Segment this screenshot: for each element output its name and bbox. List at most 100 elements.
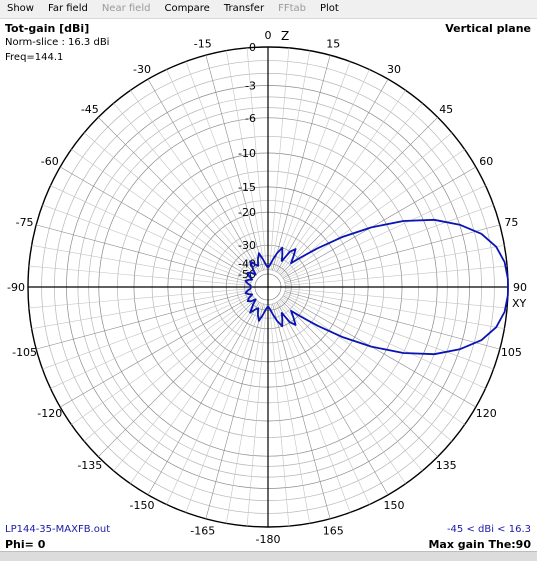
grid-spoke xyxy=(278,300,423,472)
grid-spoke xyxy=(147,301,260,496)
grid-spoke xyxy=(50,185,253,280)
menu-fftab[interactable]: FFtab xyxy=(278,3,306,14)
angle-tick-label: 75 xyxy=(504,216,518,229)
grid-spoke xyxy=(246,47,267,270)
grid-spoke xyxy=(28,265,251,286)
menu-near-field[interactable]: Near field xyxy=(101,3,151,14)
grid-spoke xyxy=(42,204,252,282)
angle-tick-label: -135 xyxy=(77,459,102,472)
angle-tick-label: -120 xyxy=(37,407,62,420)
angle-tick-label: 120 xyxy=(476,407,497,420)
grid-spoke xyxy=(277,301,406,484)
polar-plot-area: 0 15 30 45 60 75 90 105 120 135 150 165 -180 -165 -150… xyxy=(0,19,537,561)
radial-tick-label: -6 xyxy=(245,112,256,125)
grid-spoke xyxy=(98,117,256,275)
grid-spoke xyxy=(284,291,500,350)
grid-spoke xyxy=(285,288,508,309)
grid-spoke xyxy=(147,79,260,273)
max-gain-label: Max gain The:90 xyxy=(428,538,531,551)
phi-label: Phi= 0 xyxy=(5,538,46,551)
grid-spoke xyxy=(285,245,505,285)
angle-tick-label: -180 xyxy=(256,533,281,546)
angle-tick-label: 105 xyxy=(501,346,522,359)
z-axis-label: Z xyxy=(281,29,289,43)
grid-spoke xyxy=(205,303,264,519)
grid-spoke xyxy=(282,295,477,408)
grid-spoke xyxy=(285,289,505,329)
angle-tick-label: -60 xyxy=(41,155,59,168)
angle-tick-label: -150 xyxy=(130,499,155,512)
grid-spoke xyxy=(36,224,252,283)
angle-tick-label: -15 xyxy=(194,38,212,51)
status-bar xyxy=(0,551,537,561)
angle-tick-label: -165 xyxy=(190,524,215,537)
grid-spoke xyxy=(60,295,254,408)
grid-spoke xyxy=(278,102,423,274)
grid-spoke xyxy=(36,291,252,350)
radial-tick-label: -30 xyxy=(238,239,256,252)
grid-spoke xyxy=(83,132,255,277)
menu-compare[interactable]: Compare xyxy=(164,3,210,14)
grid-spoke xyxy=(282,149,465,278)
grid-spoke xyxy=(275,69,370,272)
angle-tick-label: 45 xyxy=(439,103,453,116)
grid-spoke xyxy=(71,296,254,425)
grid-spoke xyxy=(246,304,267,527)
frequency-label: Freq=144.1 xyxy=(5,52,64,63)
grid-spoke xyxy=(277,90,406,273)
grid-spoke xyxy=(42,292,252,370)
menu-far-field[interactable]: Far field xyxy=(47,3,88,14)
angle-tick-label: -45 xyxy=(81,103,99,116)
grid-spoke xyxy=(284,292,494,370)
angle-tick-label: 150 xyxy=(384,499,405,512)
grid-spoke xyxy=(205,55,264,271)
grid-spoke xyxy=(282,166,477,279)
grid-spoke xyxy=(130,301,259,484)
grid-spoke xyxy=(269,304,290,527)
norm-slice-label: Norm-slice : 16.3 dBi xyxy=(5,37,110,48)
gain-trace xyxy=(244,218,509,356)
grid-spoke xyxy=(282,296,465,425)
angle-tick-label: -30 xyxy=(133,63,151,76)
angle-tick-label: 90 xyxy=(513,281,527,294)
grid-spoke xyxy=(270,50,310,270)
grid-spoke xyxy=(113,300,258,472)
grid-spoke xyxy=(113,102,258,274)
gain-title: Tot-gain [dBi] xyxy=(5,22,90,35)
angle-tick-label: 0 xyxy=(265,29,272,42)
menu-show[interactable]: Show xyxy=(7,3,34,14)
grid-spoke xyxy=(31,245,251,285)
grid-spoke xyxy=(275,302,370,505)
grid-spoke xyxy=(185,303,263,513)
grid-spoke xyxy=(273,303,351,513)
angle-tick-label: 165 xyxy=(323,524,344,537)
radial-tick-label: -20 xyxy=(238,206,256,219)
grid-spoke xyxy=(285,265,508,286)
angle-tick-label: -90 xyxy=(7,281,25,294)
grid-spoke xyxy=(166,69,261,272)
polar-tick-labels: 0153045607590105120135150165-180-165-150… xyxy=(7,29,527,546)
grid-spoke xyxy=(50,294,253,389)
grid-spoke xyxy=(269,47,290,270)
grid-spoke xyxy=(28,288,251,309)
grid-spoke xyxy=(276,79,389,273)
grid-spoke xyxy=(276,301,389,496)
xy-axis-label: XY xyxy=(512,297,527,310)
grid-spoke xyxy=(280,117,438,275)
grid-spoke xyxy=(71,149,254,278)
angle-tick-label: -105 xyxy=(12,346,37,359)
plane-label: Vertical plane xyxy=(445,22,531,35)
grid-spoke xyxy=(273,61,351,271)
filename-label: LP144-35-MAXFB.out xyxy=(5,524,111,535)
grid-spoke xyxy=(270,304,310,524)
radial-tick-label: -3 xyxy=(245,79,256,92)
grid-spoke xyxy=(83,297,255,442)
angle-tick-label: 30 xyxy=(387,63,401,76)
grid-spoke xyxy=(166,302,261,505)
menu-plot[interactable]: Plot xyxy=(319,3,339,14)
radial-tick-label: -15 xyxy=(238,181,256,194)
radial-tick-label: -10 xyxy=(238,147,256,160)
grid-spoke xyxy=(226,50,266,270)
menu-transfer[interactable]: Transfer xyxy=(223,3,265,14)
